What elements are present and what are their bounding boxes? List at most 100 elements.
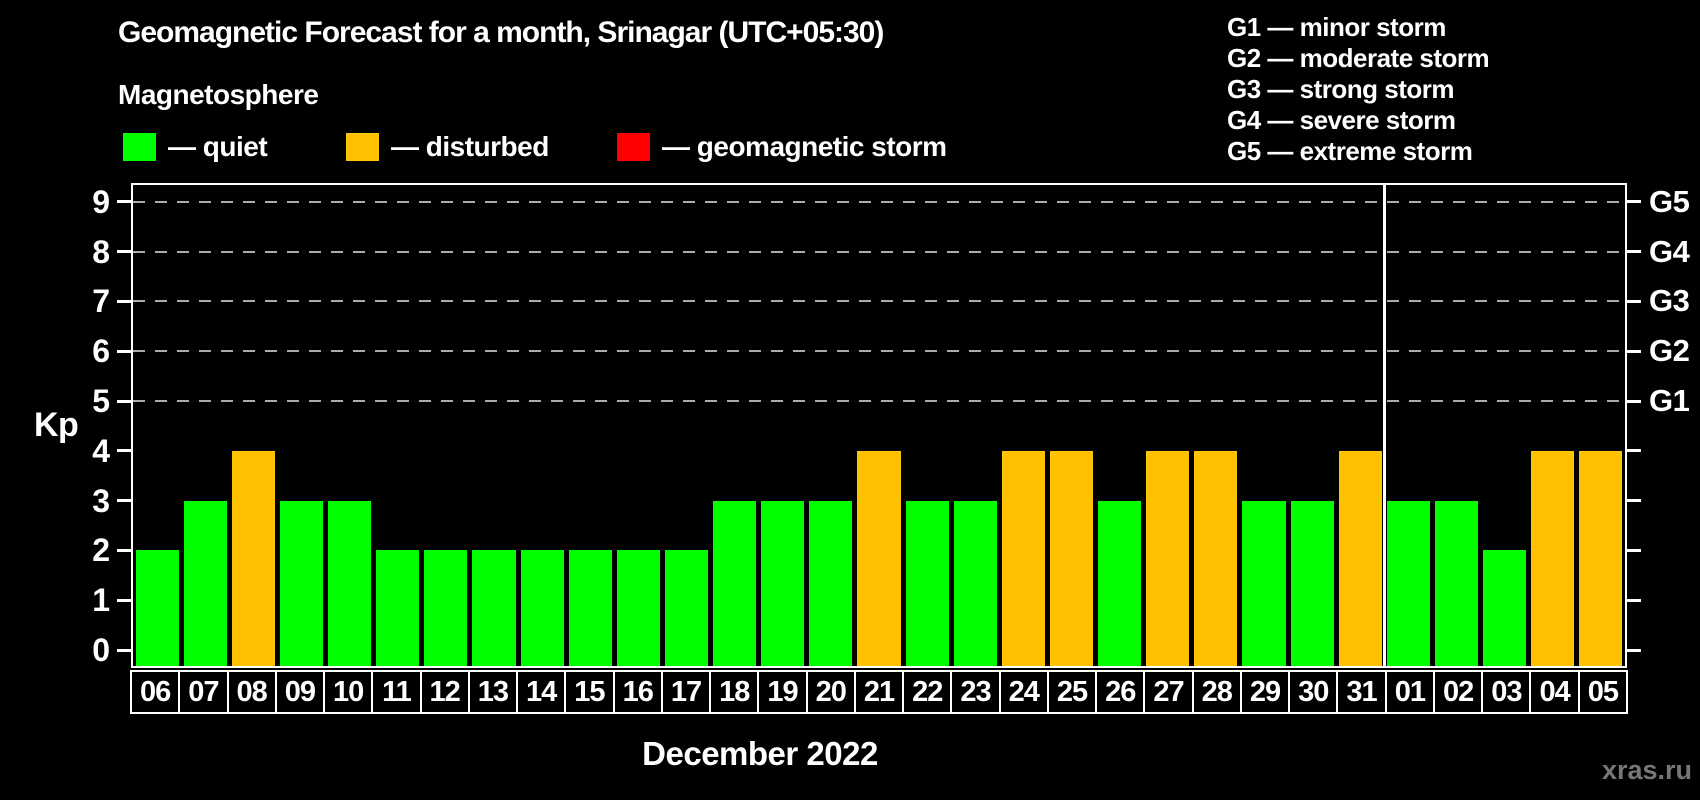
left-tick-9 (117, 200, 131, 204)
ytick-label-0: 0 (92, 632, 110, 668)
right-tick-0 (1627, 648, 1641, 652)
ytick-label-3: 3 (92, 482, 110, 519)
day-label-27: 27 (1143, 670, 1194, 714)
ytick-label-4: 4 (92, 432, 110, 469)
page-title: Geomagnetic Forecast for a month, Srinag… (118, 16, 884, 49)
kp-bar-day-15 (568, 550, 612, 666)
storm-color-swatch (617, 133, 650, 161)
day-label-08: 08 (226, 670, 277, 714)
kp-bar-day-30 (1290, 500, 1334, 666)
day-label-16: 16 (612, 670, 663, 714)
left-tick-7 (117, 299, 131, 303)
kp-bar-day-08 (231, 450, 275, 666)
day-label-30: 30 (1288, 670, 1339, 714)
g-legend-line-2: G2 — moderate storm (1227, 43, 1490, 73)
g-legend-line-3: G3 — strong storm (1227, 74, 1454, 104)
kp-bar-day-24 (1001, 450, 1045, 666)
ytick-label-5: 5 (92, 383, 110, 419)
kp-bar-day-05 (1579, 450, 1623, 666)
day-label-01: 01 (1384, 670, 1435, 714)
kp-bar-day-31 (1338, 450, 1382, 666)
kp-bar-day-18 (713, 500, 757, 666)
legend-item-quiet: — quiet (123, 131, 268, 163)
right-tick-2 (1627, 548, 1641, 552)
month-separator-line (1383, 185, 1386, 666)
kp-bar-day-27 (1146, 450, 1190, 666)
kp-bar-day-13 (472, 550, 516, 666)
ytick-label-1: 1 (92, 582, 110, 619)
g-axis-label-G1: G1 (1649, 383, 1690, 418)
right-tick-4 (1627, 449, 1641, 453)
day-label-04: 04 (1529, 670, 1580, 714)
day-label-15: 15 (564, 670, 615, 714)
left-tick-0 (117, 648, 131, 652)
left-tick-5 (117, 399, 131, 403)
day-label-21: 21 (853, 670, 905, 714)
gridline-kp9 (133, 200, 1625, 203)
g-axis-label-G4: G4 (1649, 233, 1690, 269)
x-axis-month-label: December 2022 (642, 735, 878, 772)
day-label-29: 29 (1239, 670, 1291, 714)
day-label-26: 26 (1095, 670, 1146, 714)
day-label-02: 02 (1432, 670, 1484, 714)
left-tick-8 (117, 250, 131, 254)
kp-bar-day-22 (905, 500, 949, 666)
kp-bar-day-28 (1194, 450, 1238, 666)
day-label-31: 31 (1336, 670, 1387, 714)
day-label-06: 06 (130, 670, 181, 714)
left-tick-3 (117, 499, 131, 503)
right-tick-8 (1627, 250, 1641, 254)
legend-label-disturbed: — disturbed (391, 131, 549, 162)
day-label-17: 17 (660, 670, 712, 714)
kp-bar-day-21 (857, 450, 901, 666)
kp-bar-day-26 (1098, 500, 1142, 666)
legend-item-storm: — geomagnetic storm (617, 131, 947, 163)
day-label-28: 28 (1191, 670, 1242, 714)
day-label-12: 12 (419, 670, 470, 714)
g-axis-label-G5: G5 (1649, 183, 1690, 219)
g-scale-legend: G1 — minor storm G2 — moderate storm G3 — … (1227, 12, 1490, 167)
kp-bar-day-10 (328, 500, 372, 666)
gridline-kp8 (133, 250, 1625, 253)
day-label-20: 20 (805, 670, 856, 714)
day-label-09: 09 (274, 670, 326, 714)
gridline-kp6 (133, 350, 1625, 353)
legend-item-disturbed: — disturbed (346, 131, 549, 163)
kp-bar-day-12 (424, 550, 468, 666)
kp-bar-day-29 (1242, 500, 1286, 666)
disturbed-color-swatch (346, 133, 379, 161)
kp-bar-day-09 (279, 500, 323, 666)
x-axis-day-row: 06 07 08 09 10 11 12 13 14 15 16 17 18 19 20 21 22 23 24 25… (130, 670, 1628, 716)
plot-area (131, 183, 1627, 668)
ytick-label-6: 6 (92, 333, 110, 370)
kp-bar-day-14 (520, 550, 564, 666)
day-label-11: 11 (371, 670, 422, 714)
kp-bar-day-07 (183, 500, 227, 666)
kp-bar-day-06 (135, 550, 179, 666)
kp-bar-day-04 (1531, 450, 1575, 666)
quiet-color-swatch (123, 133, 156, 161)
right-tick-1 (1627, 598, 1641, 602)
kp-bar-day-11 (376, 550, 420, 666)
right-tick-7 (1627, 299, 1641, 303)
ytick-label-2: 2 (92, 532, 110, 569)
day-label-23: 23 (950, 670, 1001, 714)
day-label-18: 18 (709, 670, 760, 714)
g-legend-line-4: G4 — severe storm (1227, 105, 1456, 135)
kp-bar-day-20 (809, 500, 853, 666)
legend-label-storm: — geomagnetic storm (662, 131, 947, 162)
ytick-label-9: 9 (92, 183, 110, 220)
day-label-19: 19 (757, 670, 808, 714)
chart-subtitle: Magnetosphere (118, 79, 319, 110)
ytick-label-8: 8 (92, 233, 110, 270)
legend-label-quiet: — quiet (168, 131, 268, 162)
kp-bar-day-17 (664, 550, 709, 666)
day-label-25: 25 (1046, 670, 1098, 714)
right-tick-3 (1627, 499, 1641, 503)
y-axis-label: Kp (34, 406, 79, 444)
gridline-kp5 (133, 400, 1625, 402)
right-tick-5 (1627, 399, 1641, 403)
watermark: xras.ru (1601, 755, 1692, 785)
g-axis-label-G3: G3 (1649, 283, 1690, 319)
day-label-05: 05 (1577, 670, 1628, 714)
